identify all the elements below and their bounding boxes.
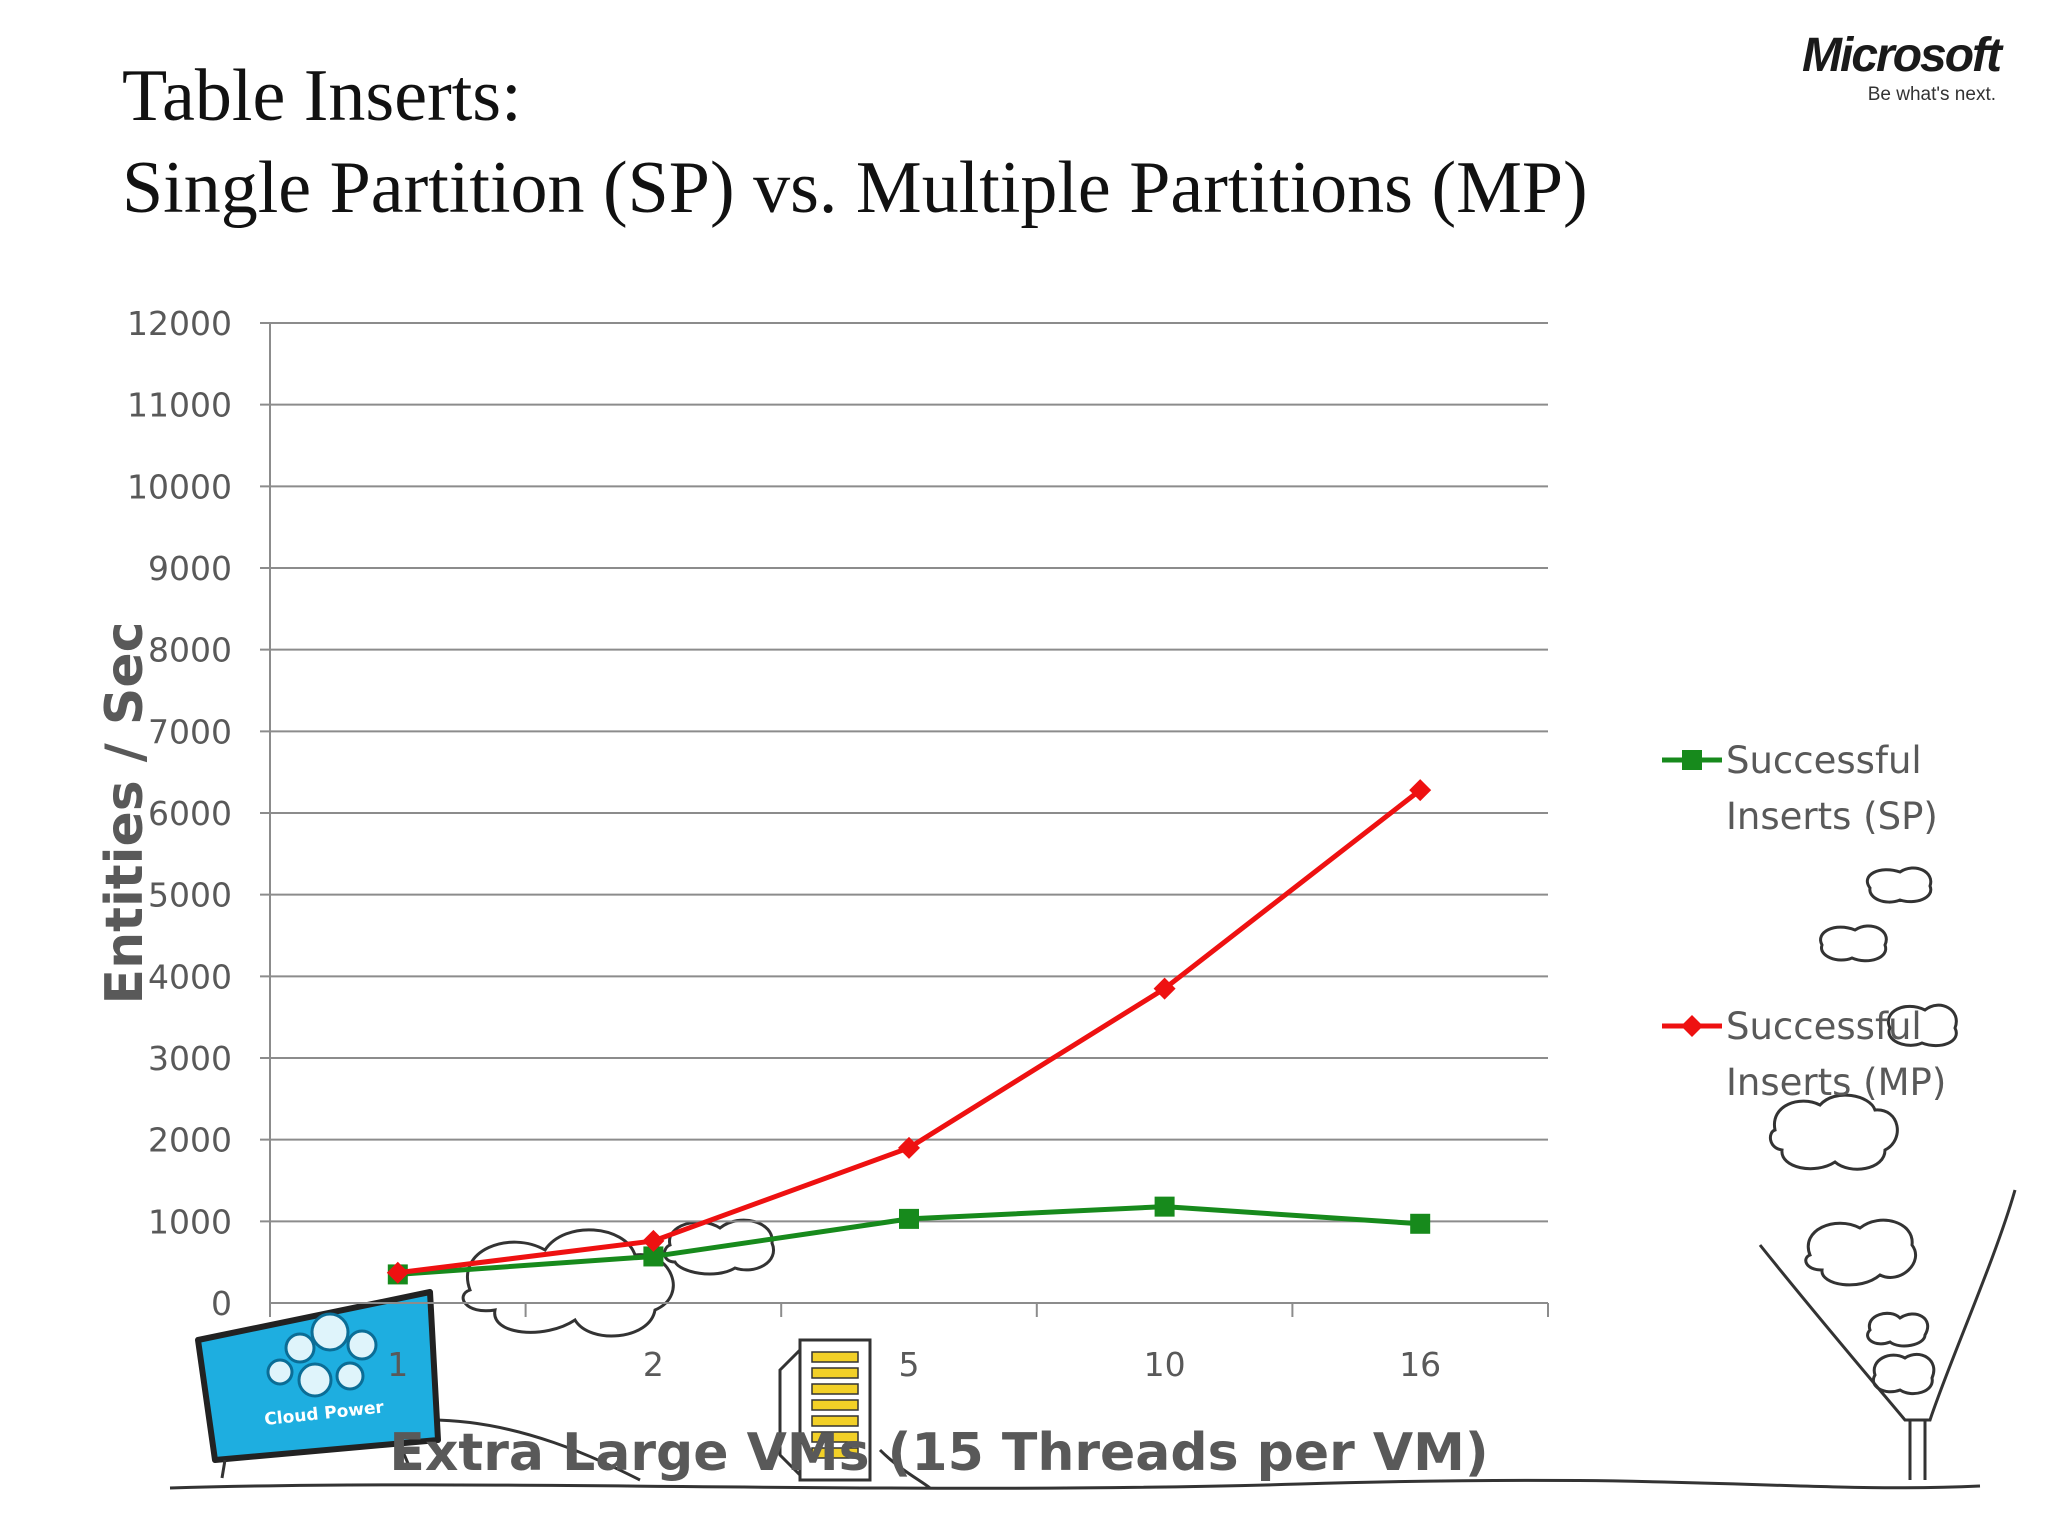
logo-wordmark: Microsoft <box>1802 29 2002 82</box>
data-point <box>1154 1196 1175 1217</box>
data-point <box>643 1246 664 1267</box>
cartoon-decoration: Cloud Power <box>169 866 2017 1490</box>
title-line-2: Single Partition (SP) vs. Multiple Parti… <box>122 147 1588 229</box>
cloud-doodle <box>461 1228 675 1338</box>
y-tick-label: 3000 <box>148 1039 232 1078</box>
x-axis: 1 2 5 10 16 <box>269 323 1549 1384</box>
data-point <box>1410 1213 1431 1234</box>
monitor-illustration: Cloud Power <box>195 1289 441 1479</box>
legend-label: Successful <box>1726 1005 1922 1048</box>
y-tick-label: 8000 <box>148 631 232 670</box>
legend: Successful Inserts (SP) Successful Inserts … <box>1662 739 1946 1104</box>
cloud-doodle <box>1871 1352 1936 1395</box>
legend-label: Inserts (MP) <box>1726 1061 1946 1104</box>
y-axis-title: Entities / Sec <box>95 622 155 1005</box>
x-tick-label: 16 <box>1399 1345 1441 1384</box>
funnel-doodle <box>1758 1189 2017 1422</box>
cloud-doodle <box>1886 1003 1958 1048</box>
y-tick-label: 7000 <box>148 712 232 751</box>
y-tick-label: 1000 <box>148 1202 232 1241</box>
x-tick-label: 5 <box>899 1345 920 1384</box>
legend-marker <box>1681 1015 1703 1037</box>
data-point <box>642 1229 665 1252</box>
legend-marker <box>1682 750 1702 770</box>
y-tick-label: 11000 <box>127 386 232 425</box>
gridlines <box>260 322 1548 1223</box>
hose-doodle <box>1908 1420 1927 1480</box>
x-tick-label: 10 <box>1144 1345 1186 1384</box>
y-tick-label: 2000 <box>148 1121 232 1160</box>
data-point <box>898 1136 920 1159</box>
server-tower-illustration <box>778 1338 872 1482</box>
data-point <box>1409 779 1432 802</box>
cloud-doodle <box>1866 866 1933 904</box>
y-tick-label: 0 <box>211 1284 232 1323</box>
cable-doodle <box>429 1418 931 1490</box>
legend-label: Inserts (SP) <box>1726 795 1938 838</box>
y-tick-label: 6000 <box>148 794 232 833</box>
title-line-1: Table Inserts: <box>122 55 522 137</box>
cloud-doodle <box>1768 1093 1899 1171</box>
y-tick-label: 9000 <box>148 549 232 588</box>
series-line <box>397 788 1422 1276</box>
microsoft-logo: Microsoft Be what's next. <box>1700 29 2002 106</box>
x-tick-label: 2 <box>643 1345 664 1384</box>
legend-label: Successful <box>1726 739 1922 782</box>
data-point <box>1153 977 1176 1000</box>
slide-title: Table Inserts: Single Partition (SP) vs.… <box>122 50 1588 234</box>
ground-line-doodle <box>169 1478 1981 1490</box>
cloud-doodle <box>1804 1218 1918 1287</box>
y-tick-label: 5000 <box>148 876 232 915</box>
data-point <box>386 1261 409 1284</box>
y-tick-label: 12000 <box>127 304 232 343</box>
cloud-doodle <box>1866 1311 1929 1348</box>
y-tick-label: 4000 <box>148 957 232 996</box>
data-point <box>899 1208 919 1229</box>
x-tick-label: 1 <box>387 1345 408 1384</box>
cloud-doodle <box>663 1218 775 1276</box>
x-axis-title: Extra Large VMs (15 Threads per VM) <box>389 1423 1488 1483</box>
y-axis-ticks: 0 1000 2000 3000 4000 5000 6000 7000 8000 9000 100… <box>127 304 232 1323</box>
y-tick-label: 10000 <box>127 467 232 506</box>
series-layer <box>386 779 1432 1285</box>
logo-tagline: Be what's next. <box>1867 84 1996 105</box>
cloud-doodle <box>1819 924 1888 963</box>
